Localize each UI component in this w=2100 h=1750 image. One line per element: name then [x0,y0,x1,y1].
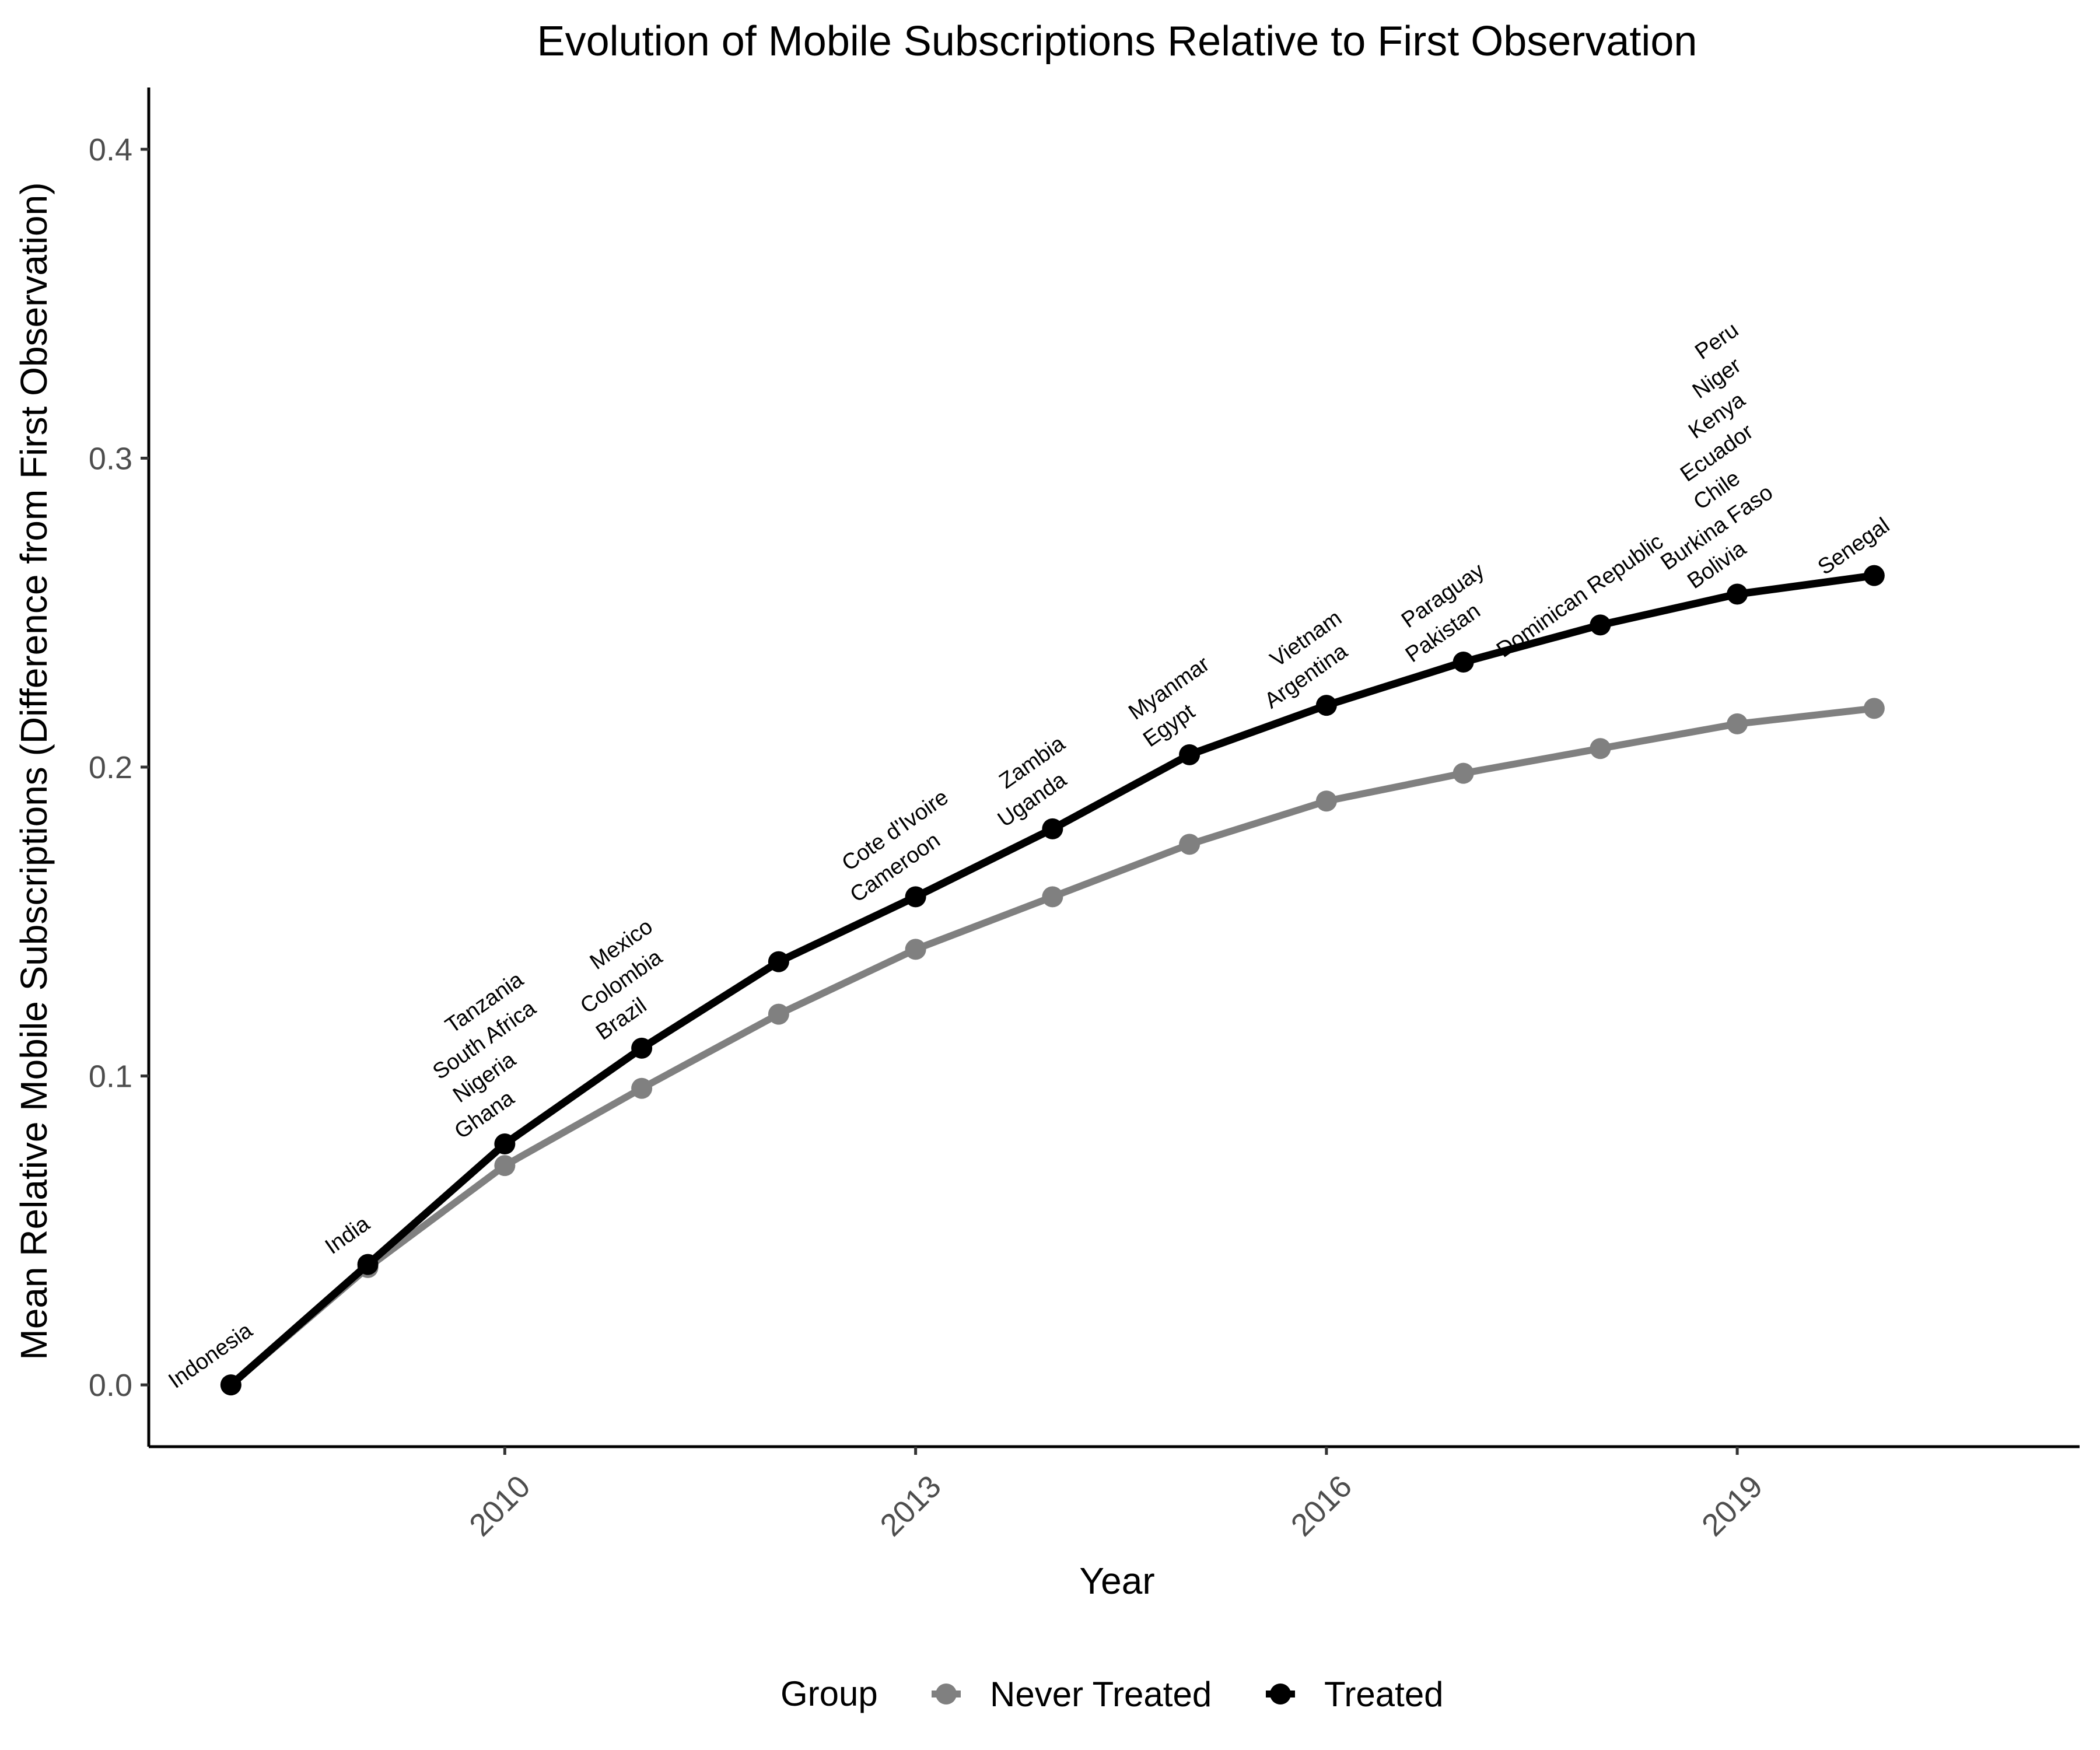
series-treated [220,565,1885,1396]
country-label: Dominican Republic [1492,529,1668,662]
x-tick-label: 2016 [1284,1469,1359,1543]
data-point [631,1077,653,1099]
data-point [905,939,926,960]
data-point [768,951,789,972]
country-label: Indonesia [164,1318,257,1393]
y-tick-label: 0.3 [89,441,132,476]
x-tick-label: 2013 [873,1469,947,1543]
data-point [494,1133,516,1155]
y-tick-label: 0.2 [89,750,132,785]
data-point [1042,886,1063,908]
x-tick-label: 2019 [1695,1469,1769,1543]
series-line [227,572,1878,1389]
data-point [631,1037,653,1059]
y-axis-title: Mean Relative Mobile Subscriptions (Diff… [13,182,55,1360]
country-label: India [321,1211,374,1259]
legend-marker [936,1684,957,1704]
chart-title: Evolution of Mobile Subscriptions Relati… [537,18,1698,65]
legend: Group Never Treated Treated [780,1674,1444,1714]
data-point [494,1155,516,1177]
data-point [905,886,926,908]
annotation-group: India [321,1211,374,1259]
series-layer [220,565,1885,1396]
country-label: Peru [1690,317,1743,364]
legend-label: Treated [1324,1675,1444,1714]
data-point [1452,651,1474,673]
y-tick-label: 0.1 [89,1059,132,1094]
data-point [1315,790,1337,812]
data-point [1590,614,1611,636]
legend-title: Group [780,1674,878,1713]
data-point [1179,744,1200,765]
data-point [1727,713,1748,734]
y-tick-label: 0.4 [89,132,132,167]
data-point [1315,695,1337,716]
annotation-group: Indonesia [164,1318,257,1393]
data-point [1863,565,1885,586]
data-point [220,1374,242,1396]
data-point [1590,738,1611,760]
data-point [1042,818,1063,839]
x-tick-label: 2010 [463,1469,537,1543]
legend-label: Never Treated [990,1675,1212,1714]
legend-marker [1270,1684,1291,1704]
data-point [768,1003,789,1025]
y-tick-label: 0.0 [89,1368,132,1403]
data-point [1452,762,1474,784]
legend-item: Treated [1266,1675,1444,1714]
data-point [1727,583,1748,605]
data-point [1179,834,1200,855]
legend-item: Never Treated [932,1675,1212,1714]
data-point [357,1254,379,1275]
x-axis-title: Year [1079,1560,1154,1602]
annotation-group: Dominican Republic [1492,529,1668,662]
data-point [1863,698,1885,719]
